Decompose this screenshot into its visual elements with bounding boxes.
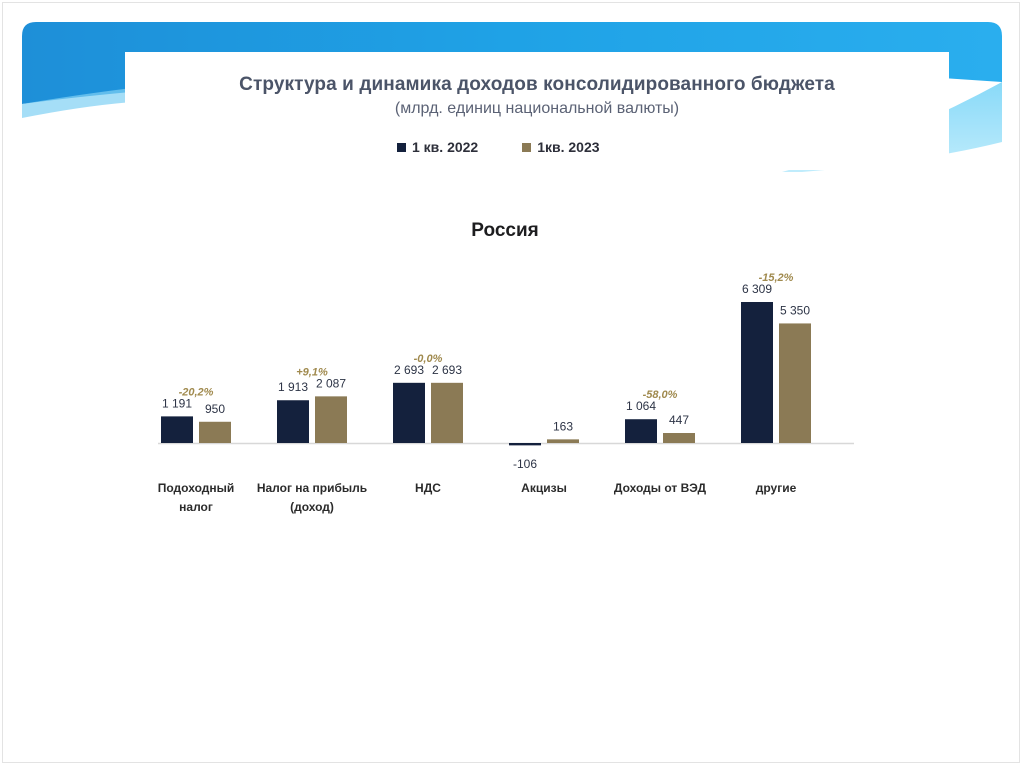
legend-label-2023: 1кв. 2023	[537, 139, 600, 155]
value-label-2023-2: 2 693	[432, 363, 462, 377]
change-label-1: +9,1%	[296, 366, 328, 378]
change-label-2: -0,0%	[414, 353, 443, 365]
category-label-0-0: Подоходный	[158, 481, 234, 495]
bar-2022-1	[277, 400, 309, 443]
value-label-2023-0: 950	[205, 402, 225, 416]
bar-2023-4	[663, 433, 695, 443]
value-label-2022-3: -106	[513, 457, 537, 471]
header-card: Структура и динамика доходов консолидиро…	[125, 52, 949, 170]
bar-2023-3	[547, 439, 579, 443]
legend-item-2022: 1 кв. 2022	[397, 139, 478, 155]
category-label-4-0: Доходы от ВЭД	[614, 481, 707, 495]
bar-2022-2	[393, 382, 425, 443]
value-label-2023-1: 2 087	[316, 376, 346, 390]
legend-swatch-2022	[397, 142, 406, 152]
bar-2023-1	[315, 396, 347, 443]
legend-item-2023: 1кв. 2023	[522, 139, 600, 155]
category-label-2-0: НДС	[415, 481, 441, 495]
bar-2022-0	[161, 416, 193, 443]
page-title: Структура и динамика доходов консолидиро…	[239, 74, 835, 95]
category-label-1-1: (доход)	[290, 500, 334, 514]
change-label-0: -20,2%	[179, 386, 214, 398]
category-label-5-0: другие	[756, 481, 797, 495]
value-label-2022-5: 6 309	[742, 282, 772, 296]
bar-2022-3	[509, 443, 541, 446]
bar-2023-5	[779, 323, 811, 443]
value-label-2023-4: 447	[669, 413, 689, 427]
bar-2023-0	[199, 421, 231, 443]
value-label-2023-5: 5 350	[780, 303, 810, 317]
change-label-4: -58,0%	[643, 389, 678, 401]
category-label-3-0: Акцизы	[521, 481, 567, 495]
category-label-0-1: налог	[179, 500, 213, 514]
value-label-2023-3: 163	[553, 419, 573, 433]
page-subtitle: (млрд. единиц национальной валюты)	[394, 100, 680, 117]
bar-2022-5	[741, 302, 773, 443]
value-label-2022-2: 2 693	[394, 363, 424, 377]
value-label-2022-0: 1 191	[162, 396, 192, 410]
legend-swatch-2023	[522, 142, 532, 152]
value-label-2022-1: 1 913	[278, 380, 308, 394]
legend-label-2022: 1 кв. 2022	[412, 139, 479, 155]
bar-2022-4	[625, 419, 657, 443]
chart-legend: 1 кв. 2022 1кв. 2023	[397, 137, 644, 157]
change-label-5: -15,2%	[759, 272, 794, 284]
value-label-2022-4: 1 064	[626, 399, 656, 413]
chart-title: Россия	[471, 220, 538, 241]
bar-2023-2	[431, 382, 463, 443]
category-label-1-0: Налог на прибыль	[257, 481, 367, 495]
